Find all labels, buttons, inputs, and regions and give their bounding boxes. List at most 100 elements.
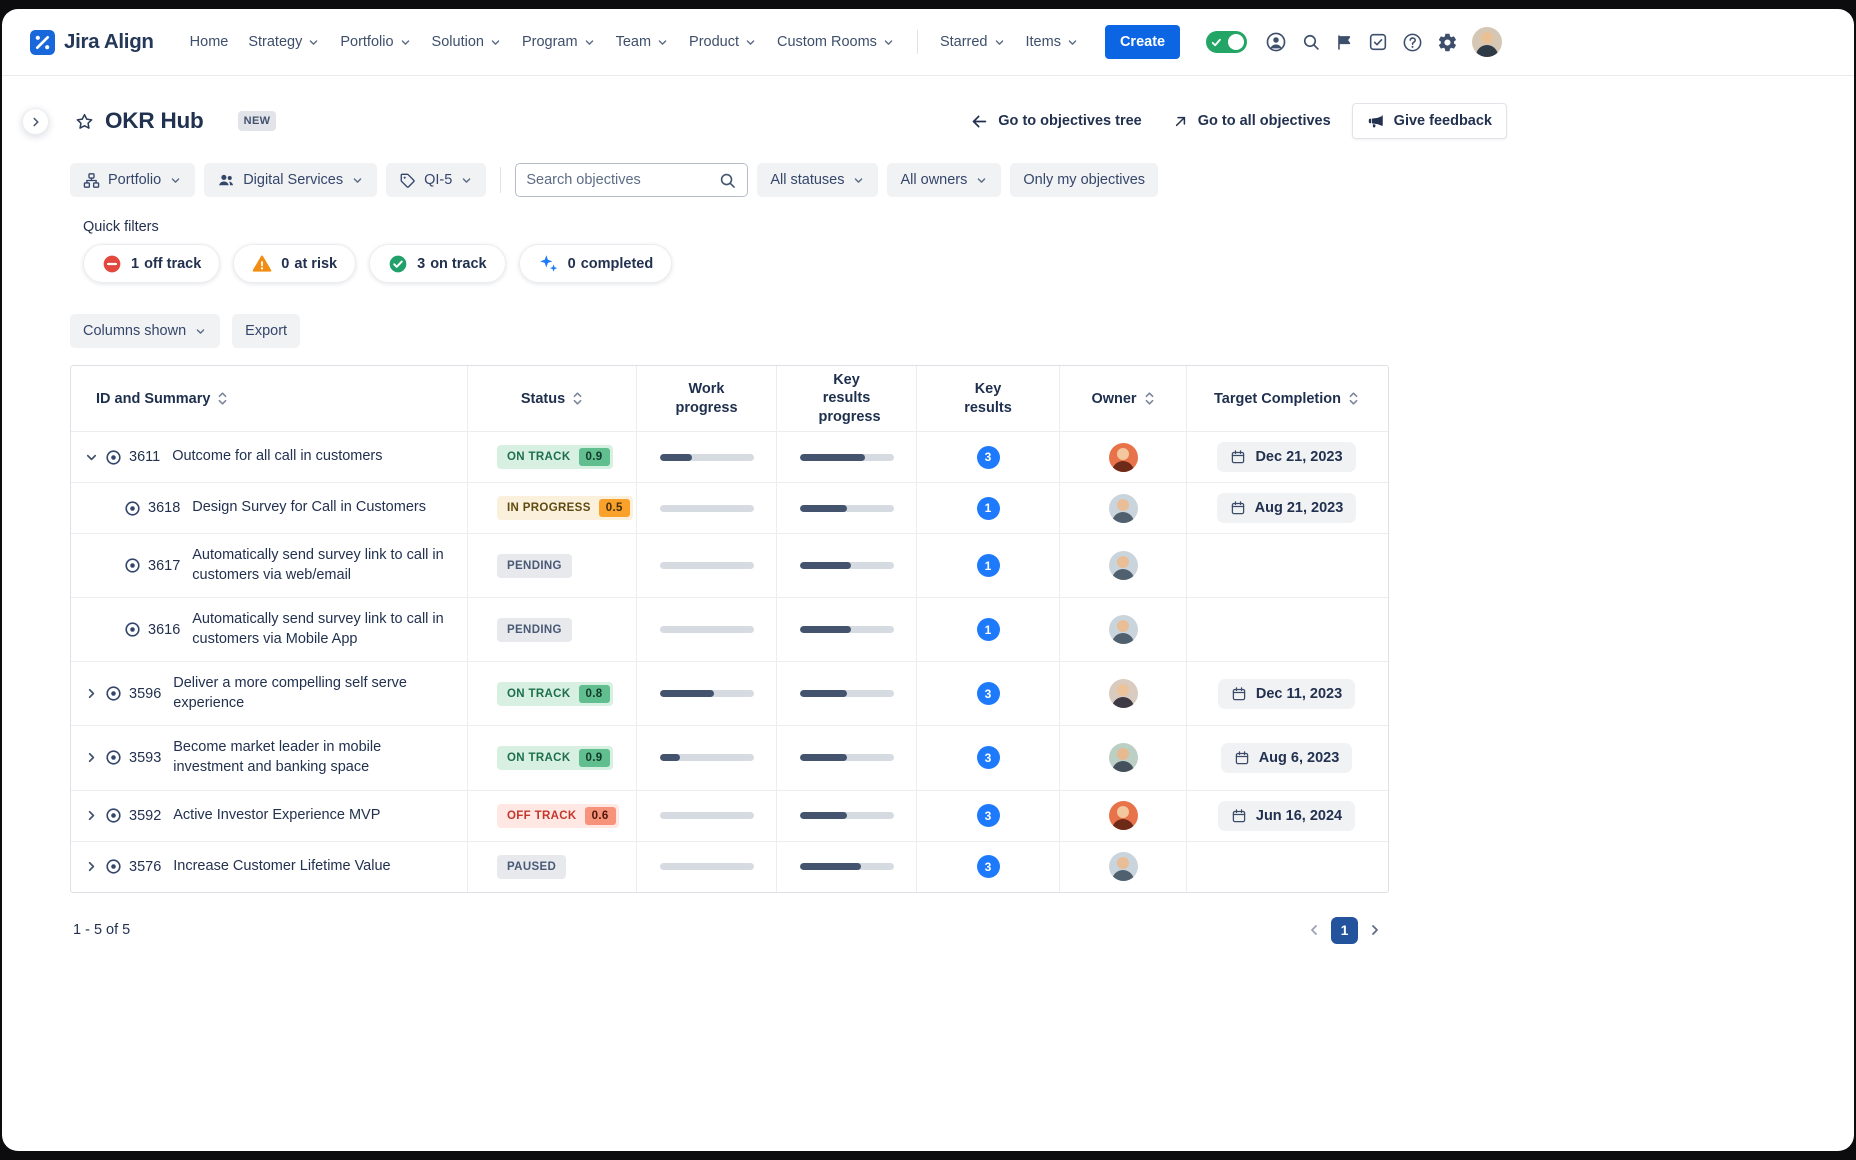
next-page-button[interactable] [1367, 922, 1383, 938]
settings-icon[interactable] [1437, 32, 1458, 53]
nav-item-custom-rooms[interactable]: Custom Rooms [767, 26, 905, 58]
only-my-objectives-button[interactable]: Only my objectives [1010, 163, 1159, 197]
target-completion-date[interactable]: Aug 6, 2023 [1220, 742, 1353, 773]
nav-item-strategy[interactable]: Strategy [238, 26, 330, 58]
export-button[interactable]: Export [232, 314, 301, 348]
profile-icon[interactable] [1265, 31, 1287, 53]
expand-row-button[interactable] [81, 806, 101, 826]
key-results-count[interactable]: 3 [976, 445, 1000, 469]
table-row[interactable]: 3616 Automatically send survey link to c… [71, 597, 1388, 662]
column-label: Status [520, 390, 566, 407]
objective-id[interactable]: 3618 [148, 500, 181, 516]
key-results-count[interactable]: 1 [976, 554, 1000, 578]
nav-item-starred[interactable]: Starred [930, 26, 1016, 58]
tasks-icon[interactable] [1368, 32, 1388, 52]
search-objectives-field[interactable] [515, 163, 749, 197]
table-row[interactable]: 3596 Deliver a more compelling self serv… [71, 661, 1388, 726]
column-header-owner[interactable]: Owner [1059, 366, 1186, 431]
nav-item-solution[interactable]: Solution [422, 26, 512, 58]
status-toggle[interactable] [1206, 31, 1247, 53]
go-to-objectives-tree-link[interactable]: Go to objectives tree [961, 105, 1150, 138]
columns-shown-dropdown[interactable]: Columns shown [70, 314, 221, 348]
key-results-count[interactable]: 3 [976, 855, 1000, 878]
owner-filter-dropdown[interactable]: All owners [887, 163, 1002, 197]
quick-filter-at-risk[interactable]: 0 at risk [233, 244, 357, 283]
owner-avatar[interactable] [1108, 493, 1138, 523]
objective-id[interactable]: 3593 [129, 749, 162, 766]
objective-summary[interactable]: Outcome for all call in customers [172, 448, 383, 465]
sidebar-expand-button[interactable] [22, 108, 49, 135]
nav-item-program[interactable]: Program [512, 26, 606, 58]
status-filter-dropdown[interactable]: All statuses [757, 163, 879, 197]
owner-avatar[interactable] [1108, 801, 1138, 830]
key-results-count[interactable]: 1 [976, 496, 1000, 520]
objective-summary[interactable]: Automatically send survey link to call i… [192, 611, 444, 647]
expand-row-button[interactable] [81, 748, 101, 768]
column-header-id-summary[interactable]: ID and Summary [71, 366, 467, 431]
owner-avatar[interactable] [1108, 551, 1138, 581]
objective-summary[interactable]: Deliver a more compelling self serve exp… [173, 675, 407, 711]
objective-id[interactable]: 3616 [148, 621, 181, 638]
key-results-count[interactable]: 3 [976, 682, 1000, 706]
owner-avatar[interactable] [1108, 615, 1138, 645]
owner-avatar[interactable] [1108, 852, 1138, 881]
portfolio-filter-dropdown[interactable]: Portfolio [70, 163, 196, 197]
quick-filter-off-track[interactable]: 1 off track [83, 244, 221, 283]
table-row[interactable]: 3618 Design Survey for Call in Customers… [71, 482, 1388, 533]
give-feedback-button[interactable]: Give feedback [1351, 103, 1507, 139]
user-avatar[interactable] [1472, 27, 1502, 57]
search-icon[interactable] [1301, 32, 1321, 52]
nav-item-product[interactable]: Product [679, 26, 767, 58]
objective-id[interactable]: 3596 [129, 685, 162, 702]
jira-align-logo[interactable]: Jira Align [30, 29, 154, 55]
target-completion-date[interactable]: Dec 11, 2023 [1217, 678, 1356, 709]
objective-id[interactable]: 3592 [129, 807, 162, 824]
expand-row-button[interactable] [81, 684, 101, 704]
help-icon[interactable] [1402, 32, 1423, 53]
nav-item-label: Program [521, 34, 578, 50]
objective-id[interactable]: 3611 [129, 449, 161, 465]
table-row[interactable]: 3576 Increase Customer Lifetime Value PA… [71, 840, 1388, 892]
nav-item-home[interactable]: Home [180, 26, 239, 58]
key-results-count[interactable]: 3 [976, 746, 1000, 770]
quick-filter-completed[interactable]: 0 completed [518, 244, 673, 283]
button-label: Give feedback [1393, 113, 1492, 129]
collapse-row-button[interactable] [81, 447, 101, 467]
nav-item-portfolio[interactable]: Portfolio [330, 26, 421, 58]
target-completion-date[interactable]: Aug 21, 2023 [1216, 493, 1357, 523]
column-header-target-completion[interactable]: Target Completion [1186, 366, 1386, 431]
owner-avatar[interactable] [1108, 679, 1138, 709]
search-objectives-input[interactable] [526, 172, 719, 188]
top-navbar: Jira Align Home Strategy Portfolio Solut… [2, 9, 1854, 76]
table-row[interactable]: 3611 Outcome for all call in customers O… [71, 431, 1388, 482]
quick-filter-on-track[interactable]: 3 on track [369, 244, 506, 283]
table-row[interactable]: 3617 Automatically send survey link to c… [71, 533, 1388, 598]
key-results-count[interactable]: 1 [976, 618, 1000, 642]
flag-icon[interactable] [1335, 33, 1354, 52]
program-filter-dropdown[interactable]: Digital Services [204, 163, 378, 197]
expand-row-button[interactable] [81, 857, 101, 877]
current-page-button[interactable]: 1 [1331, 916, 1358, 944]
increment-filter-dropdown[interactable]: QI-5 [386, 163, 487, 197]
star-icon[interactable] [75, 112, 94, 131]
objective-summary[interactable]: Automatically send survey link to call i… [192, 547, 444, 583]
go-to-all-objectives-link[interactable]: Go to all objectives [1163, 106, 1340, 137]
objective-id[interactable]: 3576 [129, 858, 162, 875]
create-button[interactable]: Create [1104, 25, 1181, 59]
objective-summary[interactable]: Active Investor Experience MVP [173, 806, 381, 823]
prev-page-button[interactable] [1306, 922, 1322, 938]
nav-item-items[interactable]: Items [1016, 26, 1089, 58]
objective-summary[interactable]: Design Survey for Call in Customers [192, 499, 426, 516]
key-results-count[interactable]: 3 [976, 804, 1000, 827]
owner-avatar[interactable] [1108, 743, 1138, 773]
column-header-status[interactable]: Status [467, 366, 636, 431]
objective-summary[interactable]: Become market leader in mobile investmen… [173, 739, 382, 775]
target-completion-date[interactable]: Jun 16, 2024 [1217, 800, 1356, 831]
target-completion-date[interactable]: Dec 21, 2023 [1217, 442, 1356, 472]
objective-id[interactable]: 3617 [148, 557, 181, 574]
table-row[interactable]: 3592 Active Investor Experience MVP OFF … [71, 789, 1388, 841]
nav-item-team[interactable]: Team [606, 26, 679, 58]
objective-summary[interactable]: Increase Customer Lifetime Value [173, 857, 391, 874]
table-row[interactable]: 3593 Become market leader in mobile inve… [71, 725, 1388, 790]
owner-avatar[interactable] [1108, 442, 1138, 472]
